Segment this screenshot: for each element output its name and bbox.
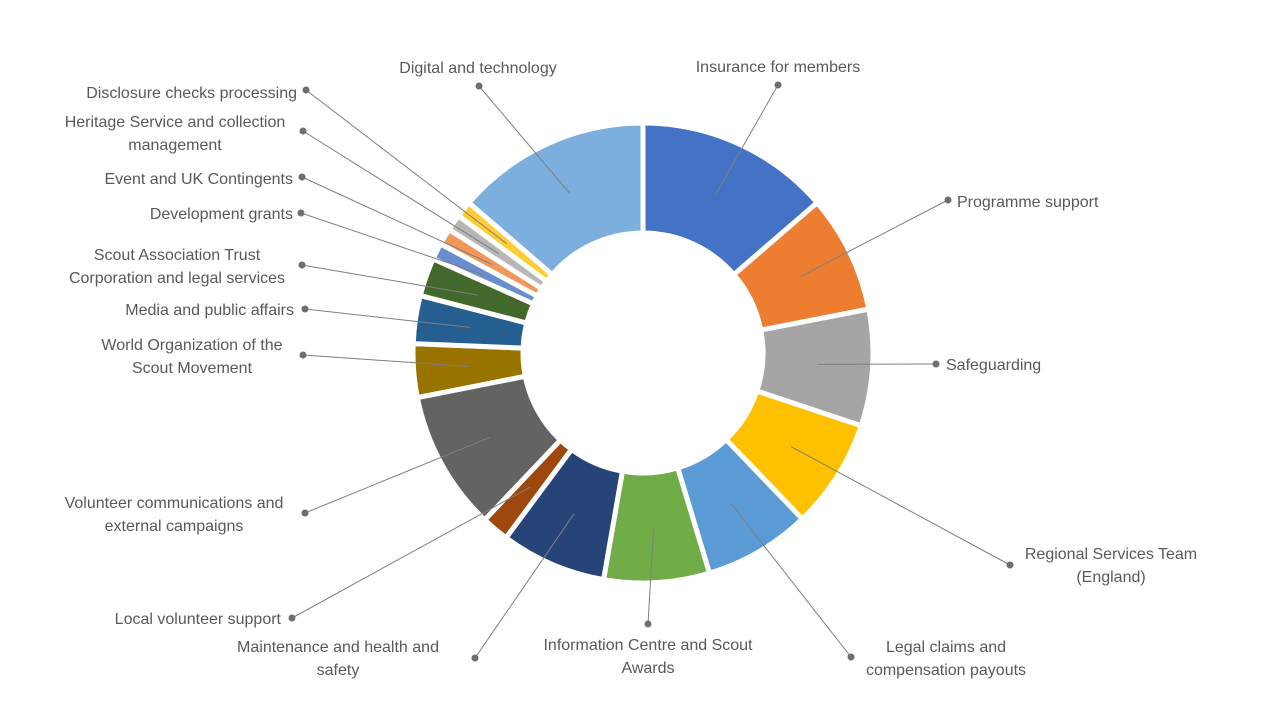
leader-line-6 bbox=[474, 513, 575, 659]
slice-label-line: external campaigns bbox=[105, 518, 244, 535]
leader-line-15 bbox=[305, 89, 507, 244]
leader-dot-8 bbox=[301, 509, 309, 517]
leader-dot-2 bbox=[932, 360, 940, 368]
slice-label-line: World Organization of the bbox=[101, 337, 282, 354]
slice-label-line: compensation payouts bbox=[866, 662, 1026, 679]
leader-dot-6 bbox=[471, 654, 479, 662]
slice-label-line: Regional Services Team bbox=[1025, 546, 1197, 563]
leader-line-11 bbox=[301, 264, 478, 296]
leader-dot-15 bbox=[302, 86, 310, 94]
slice-label-7: Local volunteer support bbox=[115, 611, 282, 628]
slice-label-1: Programme support bbox=[957, 194, 1099, 211]
leader-line-16 bbox=[478, 85, 571, 195]
slice-label-line: Development grants bbox=[150, 206, 293, 223]
slice-label-line: Legal claims and bbox=[886, 639, 1006, 656]
slice-label-line: Digital and technology bbox=[399, 60, 556, 77]
slice-label-line: Awards bbox=[621, 660, 674, 677]
slice-label-line: Scout Association Trust bbox=[94, 247, 261, 264]
slice-label-line: Maintenance and health and bbox=[237, 639, 439, 656]
leader-line-5 bbox=[647, 527, 655, 625]
slice-label-2: Safeguarding bbox=[946, 357, 1041, 374]
slice-label-line: Disclosure checks processing bbox=[86, 85, 297, 102]
slice-label-10: Media and public affairs bbox=[125, 302, 294, 319]
leader-line-8 bbox=[304, 436, 490, 514]
slice-label-9: World Organization of the Scout Movement bbox=[101, 337, 282, 377]
slice-label-6: Maintenance and health and safety bbox=[237, 639, 439, 679]
leader-line-13 bbox=[301, 176, 493, 265]
slice-label-line: Scout Movement bbox=[132, 360, 253, 377]
slice-label-15: Disclosure checks processing bbox=[86, 85, 297, 102]
leader-line-14 bbox=[302, 130, 500, 255]
slice-label-12: Development grants bbox=[150, 206, 293, 223]
leader-line-4 bbox=[730, 503, 852, 658]
leader-dot-10 bbox=[301, 305, 309, 313]
slice-label-3: Regional Services Team (England) bbox=[1025, 546, 1197, 586]
slice-label-line: Heritage Service and collection bbox=[65, 114, 286, 131]
slice-label-line: Programme support bbox=[957, 194, 1099, 211]
slice-label-8: Volunteer communications and external cam… bbox=[65, 495, 284, 535]
leader-dot-16 bbox=[475, 82, 483, 90]
leader-line-0 bbox=[715, 84, 779, 195]
leader-dot-9 bbox=[299, 351, 307, 359]
slice-label-4: Legal claims and compensation payouts bbox=[866, 639, 1026, 679]
leader-line-7 bbox=[291, 486, 531, 619]
leader-dot-11 bbox=[298, 261, 306, 269]
slice-label-line: Corporation and legal services bbox=[69, 270, 285, 287]
slice-label-0: Insurance for members bbox=[696, 59, 861, 76]
slice-label-line: Insurance for members bbox=[696, 59, 861, 76]
chart-slices bbox=[410, 120, 876, 586]
leader-dot-1 bbox=[944, 196, 952, 204]
slice-label-16: Digital and technology bbox=[399, 60, 556, 77]
slice-label-5: Information Centre and Scout Awards bbox=[543, 637, 753, 677]
leader-line-1 bbox=[800, 199, 949, 278]
slice-label-line: safety bbox=[317, 662, 360, 679]
leader-dot-13 bbox=[298, 173, 306, 181]
chart-leader-lines bbox=[288, 81, 1014, 662]
leader-dot-14 bbox=[299, 127, 307, 135]
slice-label-line: Safeguarding bbox=[946, 357, 1041, 374]
leader-line-10 bbox=[304, 308, 470, 328]
leader-line-9 bbox=[302, 354, 469, 367]
slice-label-line: (England) bbox=[1076, 569, 1145, 586]
slice-label-14: Heritage Service and collection managemen… bbox=[65, 114, 286, 154]
slice-label-line: Information Centre and Scout bbox=[543, 637, 753, 654]
leader-dot-12 bbox=[297, 209, 305, 217]
leader-dot-5 bbox=[644, 620, 652, 628]
slice-label-line: Volunteer communications and bbox=[65, 495, 284, 512]
leader-dot-7 bbox=[288, 614, 296, 622]
leader-dot-4 bbox=[847, 653, 855, 661]
leader-dot-3 bbox=[1006, 561, 1014, 569]
slice-label-line: management bbox=[128, 137, 222, 154]
slice-label-11: Scout Association Trust Corporation and l… bbox=[69, 247, 285, 287]
leader-line-12 bbox=[300, 212, 487, 277]
chart-labels: Insurance for members Programme support Sa… bbox=[65, 59, 1198, 679]
slice-16 bbox=[465, 120, 646, 279]
slice-label-line: Event and UK Contingents bbox=[104, 171, 293, 188]
slice-label-line: Media and public affairs bbox=[125, 302, 294, 319]
leader-line-3 bbox=[790, 446, 1011, 566]
slice-label-line: Local volunteer support bbox=[115, 611, 282, 628]
leader-dot-0 bbox=[774, 81, 782, 89]
slice-label-13: Event and UK Contingents bbox=[104, 171, 293, 188]
